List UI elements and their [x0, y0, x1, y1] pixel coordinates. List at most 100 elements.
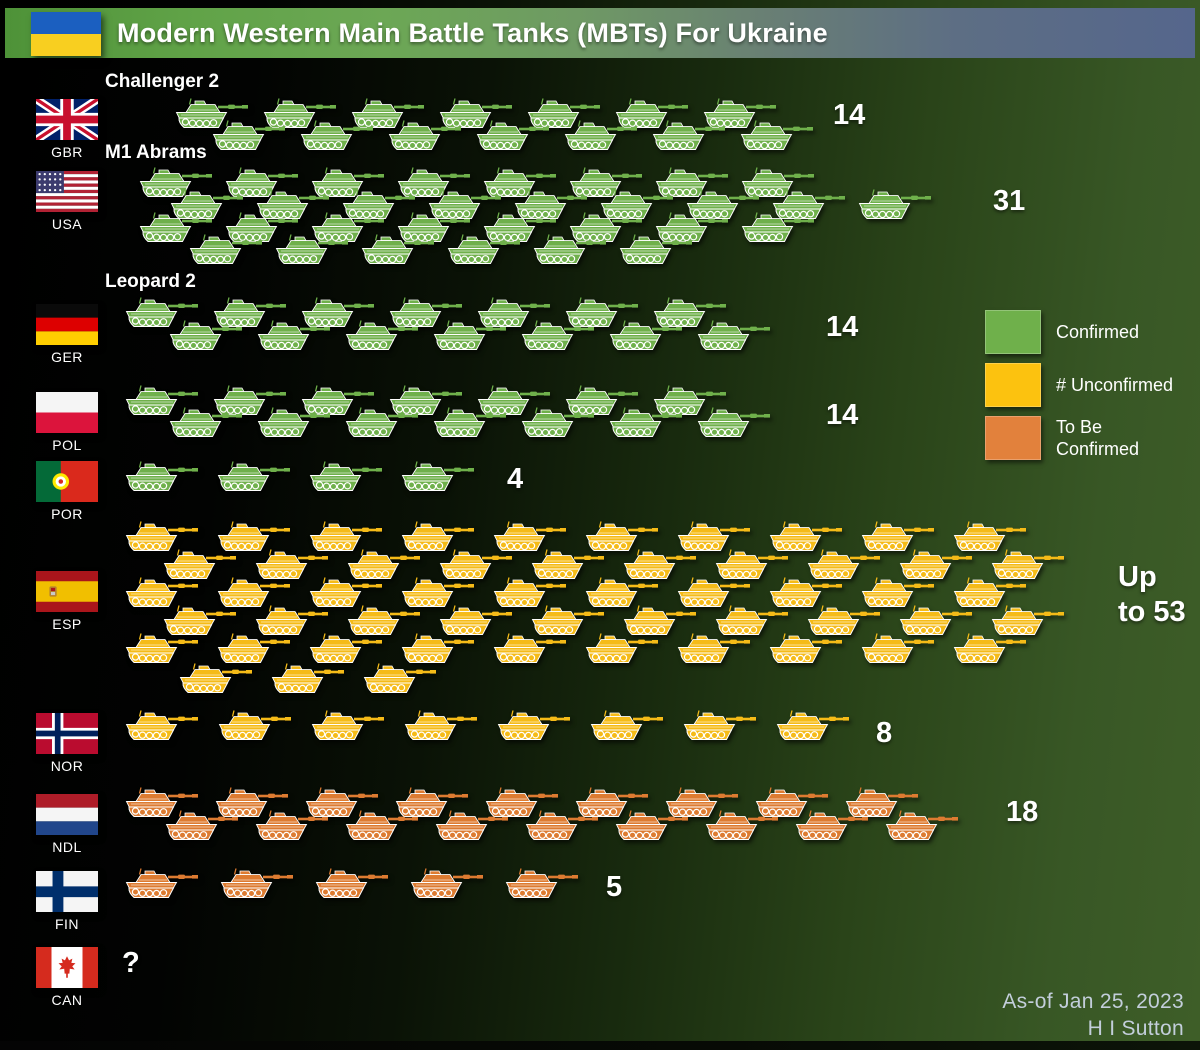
- tank-icon: [507, 188, 589, 222]
- tank-icon: [658, 786, 740, 820]
- tank-icon: [851, 188, 933, 222]
- tank-icon: [708, 604, 790, 638]
- tank-icon: [578, 632, 660, 666]
- tank-icon: [294, 384, 376, 418]
- tank-icon: [498, 867, 580, 901]
- tank-icon: [302, 520, 384, 554]
- tank-icon: [421, 188, 503, 222]
- tank-icon: [250, 406, 332, 440]
- tank-icon: [338, 319, 420, 353]
- tank-icon: [558, 384, 640, 418]
- tank-icon: [264, 662, 346, 696]
- tank-icon: [432, 604, 514, 638]
- tank-icon: [302, 576, 384, 610]
- tank-icon: [208, 786, 290, 820]
- country-code-label: FIN: [54, 916, 80, 932]
- tank-icon: [486, 520, 568, 554]
- count-label: 5: [606, 871, 623, 903]
- tank-icon: [679, 188, 761, 222]
- tank-icon: [304, 709, 386, 743]
- tank-icon: [646, 296, 728, 330]
- legend-label-confirmed: Confirmed: [1056, 322, 1140, 342]
- tank-icon: [158, 809, 240, 843]
- tank-icon: [514, 319, 596, 353]
- tank-icon: [520, 97, 602, 131]
- ukraine-flag-blue: [31, 12, 101, 34]
- tank-icon: [612, 233, 694, 267]
- tank-icon: [344, 97, 426, 131]
- tank-icon: [698, 809, 780, 843]
- tank-icon: [518, 809, 600, 843]
- tank-icon: [708, 548, 790, 582]
- legend-item-to-be-confirmed: To Be Confirmed: [985, 416, 1174, 460]
- tank-icon: [670, 576, 752, 610]
- tank-icon: [854, 632, 936, 666]
- model-label: Leopard 2: [105, 271, 196, 292]
- tank-icon: [118, 867, 200, 901]
- tank-icon: [608, 97, 690, 131]
- tank-icon: [769, 709, 851, 743]
- tank-icon: [524, 604, 606, 638]
- tank-icon: [302, 460, 384, 494]
- tank-icon: [162, 406, 244, 440]
- flag-can-icon: [36, 947, 98, 988]
- flag-ndl-icon: [36, 794, 98, 835]
- tank-icon: [162, 319, 244, 353]
- title-bar: Modern Western Main Battle Tanks (MBTs) …: [5, 8, 1195, 58]
- tank-icon: [308, 867, 390, 901]
- tank-icon: [394, 632, 476, 666]
- tank-icon: [608, 809, 690, 843]
- tank-icon: [676, 709, 758, 743]
- tank-icon: [648, 166, 730, 200]
- tank-icon: [132, 211, 214, 245]
- tank-icon: [788, 809, 870, 843]
- tank-icon: [765, 188, 847, 222]
- tank-icon: [268, 233, 350, 267]
- tank-icon: [470, 296, 552, 330]
- tank-icon: [294, 296, 376, 330]
- count-label: 18: [1006, 796, 1039, 828]
- tank-icon: [838, 786, 920, 820]
- tank-icon: [118, 786, 200, 820]
- legend-label-to-be-confirmed: To Be Confirmed: [1056, 417, 1140, 459]
- tank-icon: [748, 786, 830, 820]
- tank-icon: [356, 662, 438, 696]
- tank-icon: [163, 188, 245, 222]
- flag-nor-icon: [36, 713, 98, 754]
- tank-icon: [646, 384, 728, 418]
- country-code-label: GBR: [51, 144, 83, 160]
- legend-swatch-confirmed: [985, 310, 1041, 354]
- legend-swatch-to-be-confirmed: [985, 416, 1041, 460]
- tank-icon: [476, 211, 558, 245]
- tank-icon: [578, 576, 660, 610]
- tank-icon: [583, 709, 665, 743]
- tank-icon: [250, 319, 332, 353]
- count-label: 31: [993, 185, 1026, 217]
- tank-icon: [211, 709, 293, 743]
- tank-icon: [696, 97, 778, 131]
- tank-icon: [486, 632, 568, 666]
- tank-icon: [218, 211, 300, 245]
- tank-icon: [298, 786, 380, 820]
- country-code-label: POR: [51, 506, 83, 522]
- tank-icon: [206, 384, 288, 418]
- tank-icon: [172, 662, 254, 696]
- tank-icon: [248, 809, 330, 843]
- tank-icon: [390, 166, 472, 200]
- country-code-label: CAN: [51, 992, 83, 1008]
- country-code-label: GER: [51, 349, 83, 365]
- count-label: 8: [876, 717, 893, 749]
- count-label: Up to 53: [1118, 561, 1186, 628]
- tank-icon: [568, 786, 650, 820]
- model-label: Challenger 2: [105, 71, 220, 92]
- tank-icon: [118, 296, 200, 330]
- tank-icon: [878, 809, 960, 843]
- tank-icon: [394, 460, 476, 494]
- tank-icon: [562, 211, 644, 245]
- count-label: 4: [507, 463, 524, 495]
- country-code-label: NOR: [50, 758, 84, 774]
- tank-icon: [182, 233, 264, 267]
- tank-icon: [340, 604, 422, 638]
- tank-icon: [210, 520, 292, 554]
